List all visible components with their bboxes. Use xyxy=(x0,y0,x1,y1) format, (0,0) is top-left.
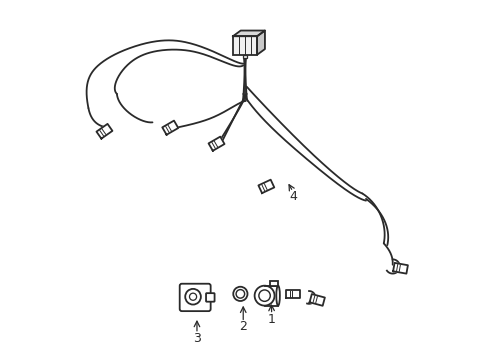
FancyBboxPatch shape xyxy=(180,284,211,311)
Polygon shape xyxy=(233,31,265,36)
Bar xyxy=(265,286,278,306)
Bar xyxy=(243,55,247,58)
Polygon shape xyxy=(209,137,224,151)
Bar xyxy=(270,281,278,286)
Circle shape xyxy=(185,289,201,305)
Text: 3: 3 xyxy=(193,332,201,345)
Text: 2: 2 xyxy=(239,320,247,333)
FancyBboxPatch shape xyxy=(206,293,215,302)
Text: 4: 4 xyxy=(289,189,297,203)
Polygon shape xyxy=(310,294,325,306)
Polygon shape xyxy=(286,289,300,298)
Bar xyxy=(233,36,257,55)
Polygon shape xyxy=(393,263,408,274)
Polygon shape xyxy=(97,124,112,139)
Text: 1: 1 xyxy=(268,313,275,326)
Polygon shape xyxy=(258,180,274,193)
Polygon shape xyxy=(162,121,178,135)
Polygon shape xyxy=(257,31,265,55)
